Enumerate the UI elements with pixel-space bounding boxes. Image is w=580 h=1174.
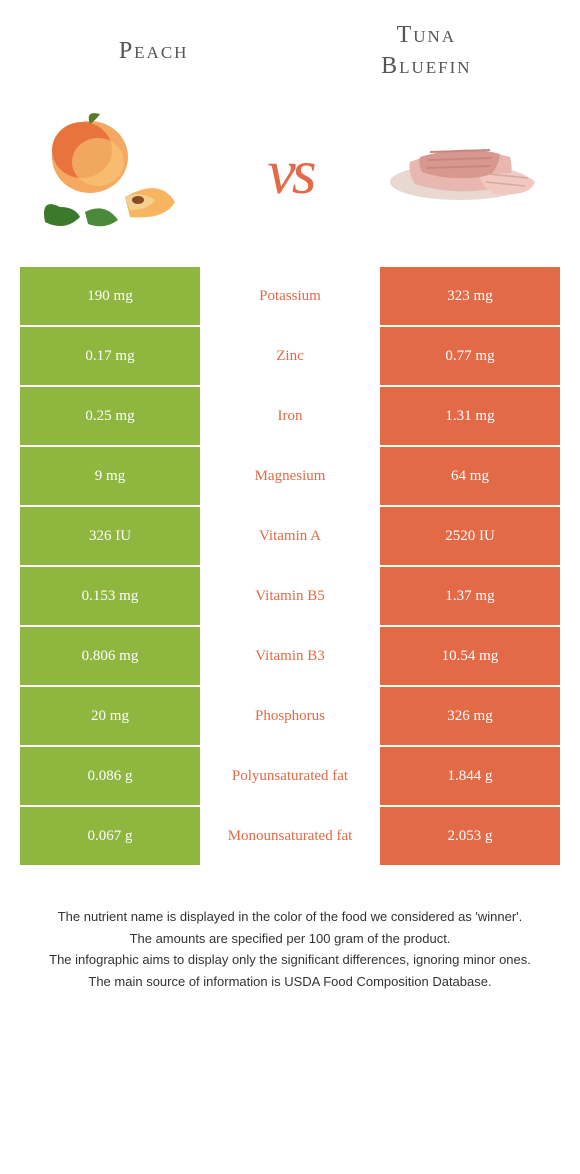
title-left: Peach [40, 38, 267, 65]
footnote-line: The infographic aims to display only the… [30, 950, 550, 970]
tuna-image [370, 102, 550, 242]
table-row: 9 mgMagnesium64 mg [20, 447, 560, 505]
table-row: 326 IUVitamin A2520 IU [20, 507, 560, 565]
right-value: 1.37 mg [380, 567, 560, 625]
table-row: 0.067 gMonounsaturated fat2.053 g [20, 807, 560, 865]
right-value: 2520 IU [380, 507, 560, 565]
nutrient-table: 190 mgPotassium323 mg0.17 mgZinc0.77 mg0… [20, 267, 560, 865]
nutrient-label: Polyunsaturated fat [200, 747, 380, 805]
nutrient-label: Zinc [200, 327, 380, 385]
table-row: 190 mgPotassium323 mg [20, 267, 560, 325]
nutrient-label: Iron [200, 387, 380, 445]
footnotes: The nutrient name is displayed in the co… [0, 867, 580, 991]
table-row: 0.25 mgIron1.31 mg [20, 387, 560, 445]
table-row: 20 mgPhosphorus326 mg [20, 687, 560, 745]
right-value: 323 mg [380, 267, 560, 325]
header: Peach Tuna Bluefin [0, 0, 580, 92]
left-value: 0.17 mg [20, 327, 200, 385]
left-value: 0.086 g [20, 747, 200, 805]
footnote-line: The amounts are specified per 100 gram o… [30, 929, 550, 949]
right-value: 0.77 mg [380, 327, 560, 385]
right-value: 10.54 mg [380, 627, 560, 685]
vs-label: vs [267, 135, 312, 209]
nutrient-label: Vitamin B5 [200, 567, 380, 625]
left-value: 326 IU [20, 507, 200, 565]
nutrient-label: Phosphorus [200, 687, 380, 745]
footnote-line: The main source of information is USDA F… [30, 972, 550, 992]
images-row: vs [0, 92, 580, 267]
nutrient-label: Vitamin A [200, 507, 380, 565]
right-value: 326 mg [380, 687, 560, 745]
left-value: 0.153 mg [20, 567, 200, 625]
peach-image [30, 102, 210, 242]
nutrient-label: Monounsaturated fat [200, 807, 380, 865]
table-row: 0.17 mgZinc0.77 mg [20, 327, 560, 385]
table-row: 0.086 gPolyunsaturated fat1.844 g [20, 747, 560, 805]
left-value: 9 mg [20, 447, 200, 505]
left-value: 0.25 mg [20, 387, 200, 445]
right-value: 2.053 g [380, 807, 560, 865]
nutrient-label: Vitamin B3 [200, 627, 380, 685]
right-value: 1.844 g [380, 747, 560, 805]
nutrient-label: Potassium [200, 267, 380, 325]
left-value: 0.806 mg [20, 627, 200, 685]
right-value: 1.31 mg [380, 387, 560, 445]
footnote-line: The nutrient name is displayed in the co… [30, 907, 550, 927]
left-value: 190 mg [20, 267, 200, 325]
right-value: 64 mg [380, 447, 560, 505]
title-right-line1: Tuna [397, 22, 457, 48]
title-right: Tuna Bluefin [313, 20, 540, 82]
table-row: 0.806 mgVitamin B310.54 mg [20, 627, 560, 685]
left-value: 0.067 g [20, 807, 200, 865]
left-value: 20 mg [20, 687, 200, 745]
table-row: 0.153 mgVitamin B51.37 mg [20, 567, 560, 625]
nutrient-label: Magnesium [200, 447, 380, 505]
title-right-line2: Bluefin [381, 53, 471, 79]
